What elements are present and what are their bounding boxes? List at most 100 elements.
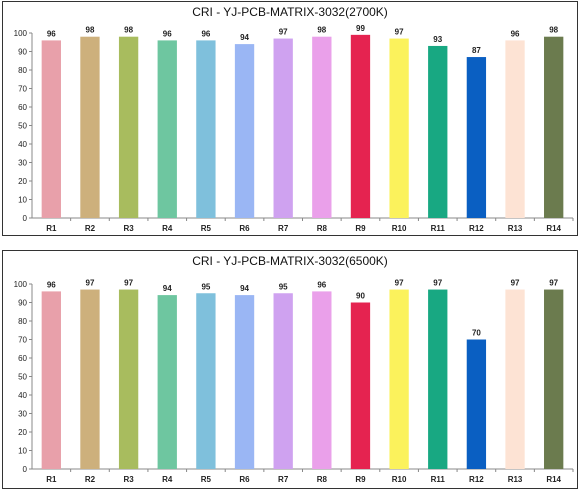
y-tick-label: 10 [18, 196, 27, 205]
bar-r8 [312, 291, 332, 469]
category-label: R2 [85, 475, 96, 484]
data-label: 99 [356, 24, 365, 33]
y-tick-label: 30 [18, 410, 27, 419]
data-label: 96 [47, 29, 56, 38]
category-label: R11 [431, 224, 446, 233]
category-label: R7 [278, 224, 289, 233]
bar-r10 [389, 38, 409, 218]
y-tick-label: 80 [18, 66, 27, 75]
y-tick-label: 20 [18, 177, 27, 186]
y-tick-label: 0 [23, 465, 28, 474]
data-label: 97 [395, 28, 404, 37]
chart-panel-6500k: CRI - YJ-PCB-MATRIX-3032(6500K) 0 10 20 30 4… [2, 250, 578, 489]
data-label: 94 [163, 284, 172, 293]
bar-r7 [273, 38, 293, 218]
bar-r8 [312, 36, 332, 219]
bar-chart-2700k: 0 10 20 30 40 50 60 70 80 90 100 96 R1 98 R2 98 R3 96 R4 96… [14, 24, 574, 233]
category-label: R4 [162, 475, 173, 484]
y-tick-label: 100 [14, 280, 28, 289]
category-label: R5 [201, 224, 212, 233]
category-label: R13 [508, 224, 523, 233]
data-label: 97 [124, 279, 133, 288]
bar-r3 [118, 289, 139, 469]
bar-r13 [505, 289, 525, 469]
category-label: R7 [278, 475, 289, 484]
y-tick-label: 60 [18, 103, 27, 112]
y-tick-label: 50 [18, 373, 27, 382]
category-label: R1 [46, 475, 57, 484]
data-label: 95 [201, 282, 210, 291]
category-label: R6 [239, 224, 250, 233]
category-label: R6 [239, 475, 250, 484]
data-label: 97 [549, 279, 558, 288]
chart-title: CRI - YJ-PCB-MATRIX-3032(2700K) [192, 5, 388, 19]
data-label: 97 [86, 279, 95, 288]
y-tick-label: 80 [18, 317, 27, 326]
category-label: R12 [469, 224, 484, 233]
data-label: 90 [356, 292, 365, 301]
bar-r10 [389, 289, 409, 469]
data-label: 96 [163, 29, 172, 38]
data-label: 96 [201, 29, 210, 38]
bar-r9 [350, 34, 371, 218]
chart-title: CRI - YJ-PCB-MATRIX-3032(6500K) [192, 254, 388, 268]
category-label: R9 [355, 475, 366, 484]
category-label: R1 [46, 224, 57, 233]
data-label: 96 [47, 280, 56, 289]
y-tick-label: 70 [18, 336, 27, 345]
category-label: R9 [355, 224, 366, 233]
y-tick-label: 40 [18, 140, 27, 149]
bar-r1 [41, 40, 61, 219]
bar-r1 [41, 291, 61, 469]
bar-r7 [273, 293, 293, 469]
category-label: R4 [162, 224, 173, 233]
data-label: 98 [549, 26, 558, 35]
data-label: 95 [279, 282, 288, 291]
bar-chart-6500k: 0 10 20 30 40 50 60 70 80 90 100 96 R1 97 R2 97 R3 94 R4 95… [14, 279, 574, 484]
y-tick-label: 40 [18, 391, 27, 400]
bar-r13 [505, 40, 525, 219]
y-tick-label: 70 [18, 85, 27, 94]
bar-r4 [157, 40, 177, 219]
data-label: 93 [433, 35, 442, 44]
data-label: 98 [317, 26, 326, 35]
bar-r4 [157, 295, 177, 469]
category-label: R10 [392, 224, 407, 233]
category-label: R11 [431, 475, 446, 484]
y-tick-label: 90 [18, 48, 27, 57]
bar-r14 [544, 36, 564, 219]
bar-r9 [350, 302, 371, 469]
bar-r3 [118, 36, 139, 219]
bar-r5 [196, 293, 216, 469]
y-tick-label: 60 [18, 354, 27, 363]
category-label: R8 [317, 475, 328, 484]
chart-panel-2700k: CRI - YJ-PCB-MATRIX-3032(2700K) 0 10 20 30 4… [2, 1, 578, 236]
y-tick-label: 10 [18, 447, 27, 456]
y-tick-label: 30 [18, 159, 27, 168]
category-label: R8 [317, 224, 328, 233]
y-tick-label: 20 [18, 428, 27, 437]
bar-r11 [428, 45, 448, 219]
data-label: 94 [240, 284, 249, 293]
bar-r6 [234, 44, 255, 218]
y-tick-label: 0 [23, 214, 28, 223]
data-label: 97 [511, 279, 520, 288]
bar-r5 [196, 40, 216, 219]
data-label: 96 [317, 280, 326, 289]
bar-r14 [544, 289, 564, 469]
data-label: 97 [279, 28, 288, 37]
data-label: 70 [472, 329, 481, 338]
data-label: 98 [86, 26, 95, 35]
bar-r2 [80, 36, 100, 219]
category-label: R10 [392, 475, 407, 484]
category-label: R3 [123, 224, 134, 233]
data-label: 98 [124, 26, 133, 35]
data-label: 94 [240, 33, 249, 42]
y-tick-label: 100 [14, 29, 28, 38]
bar-r12 [466, 339, 487, 469]
bar-r6 [234, 295, 255, 469]
category-label: R12 [469, 475, 484, 484]
category-label: R5 [201, 475, 212, 484]
category-label: R3 [123, 475, 134, 484]
data-label: 97 [433, 279, 442, 288]
